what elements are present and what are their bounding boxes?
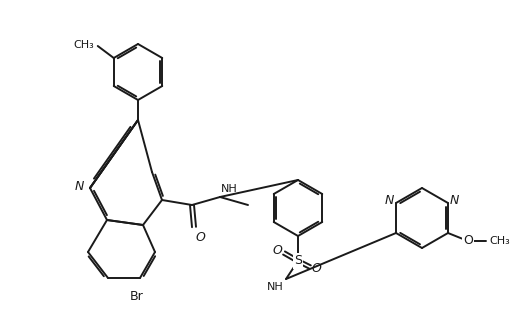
Text: CH₃: CH₃ [73, 40, 94, 50]
Text: O: O [463, 234, 473, 248]
Text: NH: NH [221, 184, 238, 194]
Text: N: N [385, 194, 394, 207]
Text: NH: NH [267, 282, 284, 292]
Text: N: N [75, 179, 84, 193]
Text: N: N [450, 194, 459, 207]
Text: CH₃: CH₃ [489, 236, 510, 246]
Text: Br: Br [130, 290, 144, 303]
Text: O: O [196, 231, 206, 244]
Text: O: O [272, 244, 282, 258]
Text: S: S [294, 254, 302, 267]
Text: O: O [312, 262, 322, 276]
